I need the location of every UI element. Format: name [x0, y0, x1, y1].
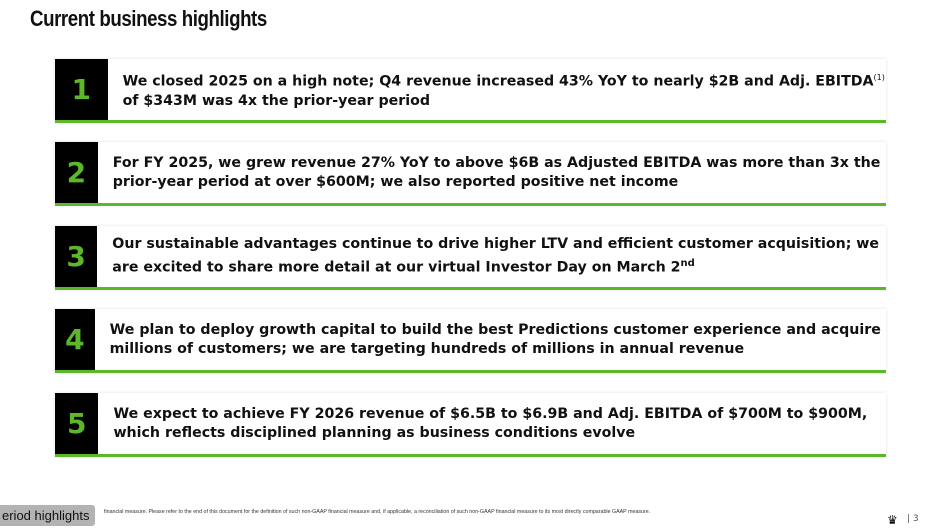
footnote: financial measure. Please refer to the e…	[104, 509, 651, 515]
card-text: We plan to deploy growth capital to buil…	[95, 309, 886, 370]
card-text: For FY 2025, we grew revenue 27% YoY to …	[98, 142, 886, 203]
page-number: | 3	[907, 514, 919, 524]
highlight-card-2: 2 For FY 2025, we grew revenue 27% YoY t…	[55, 142, 886, 206]
page-title: Current business highlights	[30, 6, 267, 31]
card-number: 5	[55, 393, 99, 454]
text-part: Our sustainable advantages continue to d…	[112, 236, 880, 276]
text-part: We closed 2025 on a high note; Q4 revenu…	[122, 73, 874, 90]
text-part: We expect to achieve FY 2026 revenue of …	[113, 405, 868, 441]
superscript: nd	[680, 258, 695, 270]
highlight-card-3: 3 Our sustainable advantages continue to…	[55, 226, 886, 290]
highlight-card-5: 5 We expect to achieve FY 2026 revenue o…	[55, 393, 886, 457]
text-part: For FY 2025, we grew revenue 27% YoY to …	[112, 154, 881, 190]
tooltip: eriod highlights	[0, 505, 96, 526]
card-number: 2	[55, 142, 98, 203]
footnote-ref: (1)	[873, 73, 885, 83]
highlight-card-1: 1 We closed 2025 on a high note; Q4 reve…	[55, 59, 886, 123]
card-text: We expect to achieve FY 2026 revenue of …	[98, 393, 886, 454]
text-part: We plan to deploy growth capital to buil…	[109, 321, 881, 357]
card-number: 1	[55, 59, 108, 120]
crown-logo-icon: ♛	[887, 513, 898, 527]
text-part: of $343M was 4x the prior-year period	[122, 92, 431, 109]
card-number: 3	[55, 226, 98, 287]
card-text: Our sustainable advantages continue to d…	[97, 226, 886, 287]
card-number: 4	[55, 309, 95, 370]
card-text: We closed 2025 on a high note; Q4 revenu…	[108, 59, 886, 120]
highlight-card-4: 4 We plan to deploy growth capital to bu…	[55, 309, 886, 373]
